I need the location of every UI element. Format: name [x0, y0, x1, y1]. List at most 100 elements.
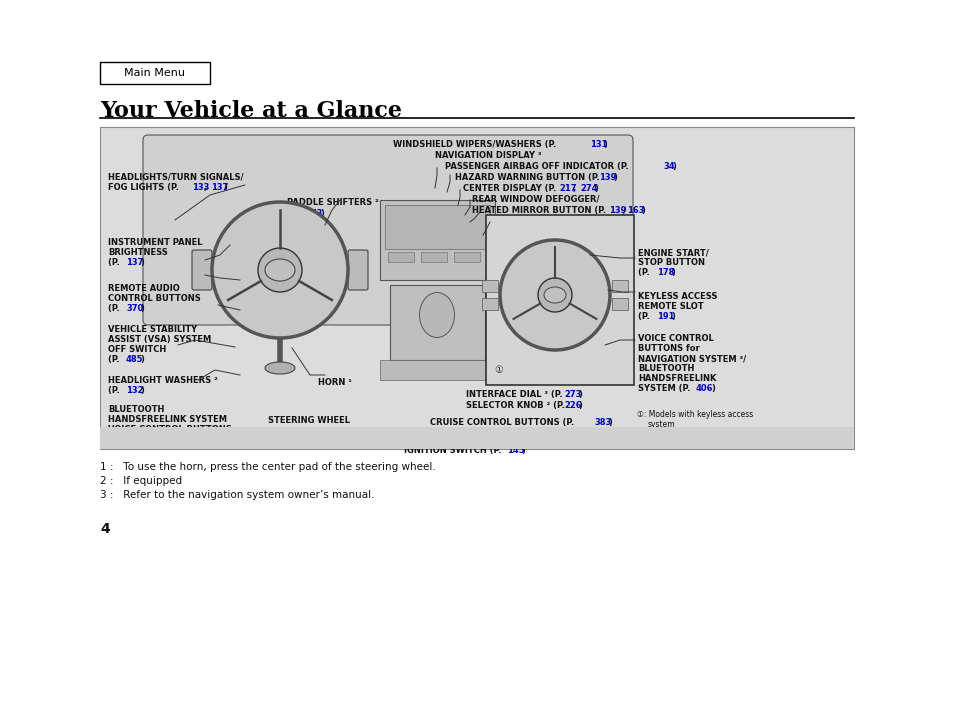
Text: HEATED MIRROR BUTTON (P.: HEATED MIRROR BUTTON (P.: [472, 206, 608, 215]
Text: 3 :   Refer to the navigation system owner’s manual.: 3 : Refer to the navigation system owner…: [100, 490, 375, 500]
Bar: [385, 205, 490, 249]
Bar: [390, 285, 484, 360]
Text: 485: 485: [126, 355, 143, 364]
Text: ): ): [710, 384, 714, 393]
Text: FOG LIGHTS (P.: FOG LIGHTS (P.: [108, 183, 182, 192]
Text: ①: ①: [494, 365, 502, 375]
Text: BLUETOOTH: BLUETOOTH: [108, 405, 164, 414]
Text: Main Menu: Main Menu: [125, 68, 185, 78]
Text: ASSIST (VSA) SYSTEM: ASSIST (VSA) SYSTEM: [108, 335, 211, 344]
Text: BLUETOOTH: BLUETOOTH: [638, 364, 694, 373]
Text: (P.: (P.: [108, 386, 123, 395]
Circle shape: [212, 202, 348, 338]
Text: WINDSHIELD WIPERS/WASHERS (P.: WINDSHIELD WIPERS/WASHERS (P.: [393, 140, 558, 149]
Text: (P.: (P.: [108, 258, 123, 267]
Text: 137: 137: [211, 183, 228, 192]
Text: (P.: (P.: [638, 312, 652, 321]
Text: ): ): [671, 162, 675, 171]
Bar: [420, 252, 447, 262]
Text: STEERING WHEEL: STEERING WHEEL: [268, 416, 350, 425]
Text: BUTTONS for: BUTTONS for: [638, 344, 699, 353]
Text: VOICE CONTROL: VOICE CONTROL: [638, 334, 713, 343]
Text: ,: ,: [204, 183, 210, 192]
Text: ): ): [223, 183, 227, 192]
Text: 1 :   To use the horn, press the center pad of the steering wheel.: 1 : To use the horn, press the center pa…: [100, 462, 436, 472]
Circle shape: [537, 278, 572, 312]
Text: ENGINE START/: ENGINE START/: [638, 248, 708, 257]
FancyBboxPatch shape: [192, 250, 212, 290]
Text: HEADLIGHT WASHERS ²: HEADLIGHT WASHERS ²: [108, 376, 217, 385]
Bar: [100, 127, 853, 449]
Text: HEADLIGHTS/TURN SIGNALS/: HEADLIGHTS/TURN SIGNALS/: [108, 173, 243, 182]
Text: SEAT HEATER SWITCHES (P.: SEAT HEATER SWITCHES (P.: [428, 432, 559, 441]
Circle shape: [232, 245, 272, 285]
Bar: [612, 280, 627, 292]
FancyBboxPatch shape: [143, 135, 633, 325]
Text: CENTER DISPLAY (P.: CENTER DISPLAY (P.: [462, 184, 558, 193]
Text: (P.: (P.: [108, 304, 123, 313]
Text: 273: 273: [563, 390, 580, 399]
Text: 2 :   If equipped: 2 : If equipped: [100, 476, 182, 486]
Bar: [388, 252, 414, 262]
Text: INSTRUMENT PANEL: INSTRUMENT PANEL: [108, 238, 202, 247]
Text: 132: 132: [126, 386, 143, 395]
Text: 196: 196: [572, 432, 589, 441]
Text: ): ): [578, 390, 581, 399]
Text: CONTROL BUTTONS: CONTROL BUTTONS: [108, 294, 200, 303]
Text: IGNITION SWITCH (P.: IGNITION SWITCH (P.: [403, 446, 504, 455]
Bar: [454, 252, 479, 262]
Text: 217: 217: [558, 184, 576, 193]
Text: OFF SWITCH: OFF SWITCH: [108, 345, 166, 354]
Text: ): ): [319, 209, 323, 218]
Text: (P.: (P.: [108, 355, 123, 364]
Circle shape: [499, 240, 609, 350]
Text: ): ): [578, 401, 581, 410]
Text: 274: 274: [579, 184, 597, 193]
Text: 191: 191: [657, 312, 674, 321]
Ellipse shape: [225, 232, 335, 297]
Text: A/T model with navigation system is shown.: A/T model with navigation system is show…: [106, 430, 281, 439]
Text: STOP BUTTON: STOP BUTTON: [638, 258, 704, 267]
Text: REMOTE AUDIO: REMOTE AUDIO: [108, 284, 179, 293]
Text: NAVIGATION DISPLAY ³: NAVIGATION DISPLAY ³: [435, 151, 541, 160]
Text: (P.: (P.: [287, 209, 301, 218]
Bar: [485, 215, 634, 385]
Text: 34: 34: [662, 162, 674, 171]
Text: INTERFACE DIAL ³ (P.: INTERFACE DIAL ³ (P.: [465, 390, 565, 399]
Text: 473: 473: [306, 209, 323, 218]
Bar: [379, 360, 495, 380]
Text: ): ): [140, 435, 144, 444]
Text: REAR WINDOW DEFOGGER/: REAR WINDOW DEFOGGER/: [472, 195, 598, 204]
Text: 78: 78: [594, 430, 604, 439]
Text: ADJUSTMENTS (P.: ADJUSTMENTS (P.: [268, 427, 353, 436]
Text: 370: 370: [126, 304, 143, 313]
Text: ): ): [140, 355, 144, 364]
Text: 139: 139: [608, 206, 626, 215]
Ellipse shape: [543, 287, 565, 303]
Ellipse shape: [265, 362, 294, 374]
Text: /: /: [622, 206, 625, 215]
Text: ): ): [586, 432, 590, 441]
Circle shape: [257, 248, 302, 292]
Text: VEHICLE STABILITY: VEHICLE STABILITY: [108, 325, 197, 334]
Text: ): ): [602, 140, 606, 149]
Text: SYSTEM (P.: SYSTEM (P.: [638, 384, 693, 393]
Bar: [612, 298, 627, 310]
Text: ): ): [594, 184, 598, 193]
Text: 163: 163: [626, 206, 644, 215]
Text: 139: 139: [598, 173, 616, 182]
Text: ): ): [140, 386, 144, 395]
Circle shape: [288, 245, 328, 285]
Bar: [481, 280, 497, 292]
Text: 406: 406: [696, 384, 713, 393]
Text: system: system: [647, 420, 675, 429]
Text: HAZARD WARNING BUTTON (P.: HAZARD WARNING BUTTON (P.: [455, 173, 602, 182]
Text: HANDSFREELINK: HANDSFREELINK: [638, 374, 716, 383]
Bar: [379, 200, 495, 280]
Text: 383: 383: [594, 418, 611, 427]
Text: ): ): [670, 312, 674, 321]
Bar: [100, 427, 853, 449]
Text: ①: Models with keyless access: ①: Models with keyless access: [637, 410, 753, 419]
Text: NAVIGATION SYSTEM ³/: NAVIGATION SYSTEM ³/: [638, 354, 745, 363]
Text: ): ): [607, 418, 611, 427]
